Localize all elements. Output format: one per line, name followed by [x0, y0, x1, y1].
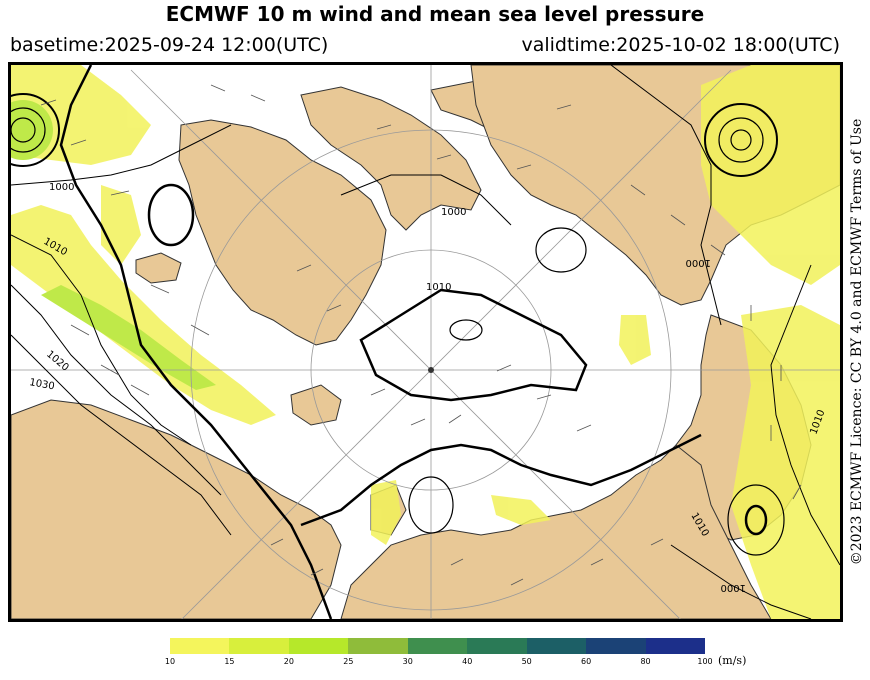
isobar-greenland-low — [147, 183, 195, 247]
colorbar-segment — [348, 638, 408, 654]
siberia-landmass — [340, 444, 772, 619]
colorbar-tick: 20 — [283, 657, 294, 666]
wind-arrow-1 — [40, 99, 210, 396]
colorbar-tick: 40 — [462, 657, 473, 666]
chart-title: ECMWF 10 m wind and mean sea level press… — [165, 2, 705, 26]
isobar-atlantic-trough — [59, 65, 333, 619]
low-center-southeast-inner — [744, 504, 768, 536]
isobar-label-4: 1030 — [28, 377, 55, 392]
europe-landmass — [11, 399, 342, 619]
low-center-northeast-outer — [704, 103, 778, 177]
isobar-thin-3 — [11, 284, 222, 496]
wind-patch-laptev — [491, 495, 551, 525]
wind-vectors — [40, 84, 802, 586]
colorbar-segment — [586, 638, 646, 654]
colorbar-tick: 100 — [697, 657, 713, 666]
isobar-thin-7 — [670, 544, 812, 619]
wind-arrow-5 — [270, 538, 664, 586]
wind-arrow-3 — [630, 184, 802, 500]
low-center-west-middle — [11, 107, 46, 153]
isobar-label-5: 1000 — [686, 257, 711, 268]
low-center-southeast-outer — [727, 484, 785, 556]
colorbar-units: (m/s) — [718, 654, 747, 667]
low-center-northeast-inner — [730, 129, 752, 151]
colorbar — [170, 638, 705, 654]
greenland-landmass — [178, 119, 387, 346]
licence-strip: ©2023 ECMWF Licence: CC BY 4.0 and ECMWF… — [843, 62, 870, 622]
canadian-archipelago — [300, 86, 482, 231]
colorbar-segment — [645, 638, 705, 654]
wind-patch-beaufort — [619, 315, 651, 365]
basetime-label: basetime:2025-09-24 12:00(UTC) — [10, 34, 329, 56]
colorbar-tick: 60 — [581, 657, 592, 666]
colorbar-tick: 30 — [402, 657, 413, 666]
wind-core-atlantic — [41, 285, 216, 390]
validtime-label: validtime:2025-10-02 18:00(UTC) — [521, 34, 840, 56]
isobar-pole-closed — [449, 319, 483, 341]
isobar-thin-4 — [11, 334, 232, 536]
wind-band-east — [731, 305, 840, 619]
isobar-thin-2 — [11, 234, 192, 446]
isobar-label-1: 1000 — [49, 182, 74, 193]
colorbar-tick: 80 — [640, 657, 651, 666]
low-center-northeast-middle — [718, 117, 764, 163]
isobar-label-9: 1000 — [441, 207, 466, 218]
isobar-beaufort-closed — [535, 227, 587, 273]
isobar-thin-6 — [770, 264, 840, 566]
licence-text: ©2023 ECMWF Licence: CC BY 4.0 and ECMWF… — [848, 118, 865, 566]
isobar-thin-5 — [610, 65, 722, 326]
colorbar-tick: 25 — [343, 657, 354, 666]
isobars — [11, 65, 840, 619]
isobar-central-high — [359, 288, 588, 402]
isobar-thin-8 — [340, 174, 512, 226]
wind-shading — [11, 65, 840, 619]
polar-map: 1000 1010 1020 1030 1000 1010 1010 1000 … — [11, 65, 840, 619]
isobar-kara-closed — [408, 476, 454, 534]
wind-arrow-2 — [296, 264, 592, 432]
wind-band-northeast — [701, 65, 840, 285]
colorbar-segment — [526, 638, 587, 654]
iceland-island — [135, 252, 182, 284]
colorbar-tick: 50 — [521, 657, 532, 666]
colorbar-segment — [407, 638, 468, 654]
isobar-thin-1 — [11, 124, 232, 186]
colorbar-segment — [229, 638, 289, 654]
north-pole-marker — [428, 367, 434, 373]
isobar-label-10: 1010 — [426, 282, 451, 293]
wind-core-low-west — [11, 100, 53, 160]
isobar-siberian-ridge — [300, 433, 702, 527]
wind-arrow-4 — [210, 84, 572, 170]
colorbar-segment — [170, 638, 230, 654]
colorbar-segment — [288, 638, 349, 654]
colorbar-tick: 10 — [164, 657, 176, 666]
map-panel: 1000 1010 1020 1030 1000 1010 1010 1000 … — [8, 62, 843, 622]
wind-patch-siberia — [371, 480, 401, 545]
colorbar-segment — [467, 638, 527, 654]
isobar-label-8: 1000 — [721, 582, 746, 593]
low-center-west-inner — [11, 117, 36, 143]
colorbar-ticks: 10 15 20 25 30 40 50 60 80 100 — [165, 657, 713, 669]
low-center-west-outer — [11, 93, 60, 167]
colorbar-tick: 15 — [224, 657, 235, 666]
